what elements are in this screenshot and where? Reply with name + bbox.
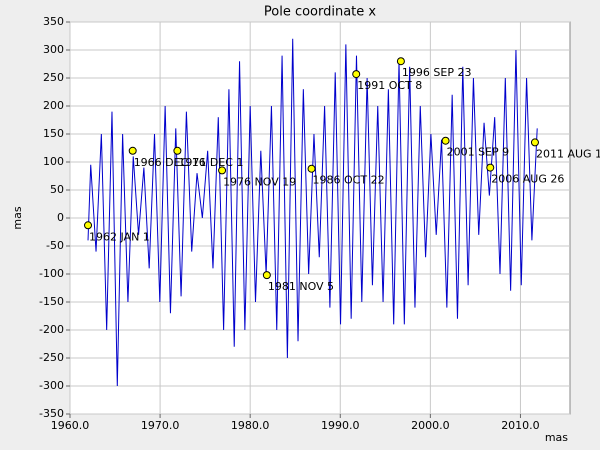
annotation-label: 1962 JAN 1	[89, 230, 150, 243]
y-tick-label: 150	[43, 127, 64, 140]
y-tick-label: 0	[57, 211, 64, 224]
annotation-point	[128, 146, 137, 155]
x-tick-label: 2000.0	[411, 419, 450, 432]
x-axis-label: mas	[545, 431, 568, 444]
annotation-label: 1986 OCT 22	[313, 174, 385, 187]
y-axis-label: mas	[11, 206, 24, 229]
annotation-label: 2001 SEP 9	[447, 146, 510, 159]
y-tick-label: 50	[50, 183, 64, 196]
annotation-label: 1991 OCT 8	[357, 79, 422, 92]
annotation-label: 1976 NOV 19	[223, 175, 296, 188]
y-tick-label: -150	[39, 295, 64, 308]
annotation-point	[262, 271, 271, 280]
y-tick-label: -50	[46, 239, 64, 252]
x-tick-label: 1960.0	[51, 419, 90, 432]
annotation-point	[352, 70, 361, 79]
y-tick-label: 350	[43, 15, 64, 28]
y-tick-label: -300	[39, 379, 64, 392]
annotation-label: 1996 SEP 23	[402, 66, 472, 79]
annotation-point	[441, 136, 450, 145]
annotation-label: 2011 AUG 12	[536, 147, 600, 160]
chart-title: Pole coordinate x	[264, 5, 377, 20]
annotation-point	[530, 138, 539, 147]
y-tick-label: 250	[43, 71, 64, 84]
y-tick-label: 100	[43, 155, 64, 168]
annotation-point	[84, 221, 93, 230]
y-tick-label: -250	[39, 351, 64, 364]
annotation-point	[486, 163, 495, 172]
annotation-point	[173, 146, 182, 155]
annotation-label: 1966 DEC 16	[134, 156, 206, 169]
annotation-label: 1971 DEC 1	[178, 156, 243, 169]
annotation-point	[307, 164, 316, 173]
annotation-point	[396, 57, 405, 66]
annotation-label: 2006 AUG 26	[491, 173, 564, 186]
x-tick-label: 1970.0	[141, 419, 180, 432]
y-tick-label: 300	[43, 43, 64, 56]
x-tick-label: 2010.0	[501, 419, 540, 432]
annotation-point	[218, 166, 227, 175]
x-tick-label: 1990.0	[321, 419, 360, 432]
y-tick-label: 200	[43, 99, 64, 112]
series-line	[87, 38, 538, 387]
annotation-label: 1981 NOV 5	[268, 280, 334, 293]
y-tick-label: -100	[39, 267, 64, 280]
y-tick-label: -350	[39, 407, 64, 420]
x-tick-label: 1980.0	[231, 419, 270, 432]
y-tick-label: -200	[39, 323, 64, 336]
